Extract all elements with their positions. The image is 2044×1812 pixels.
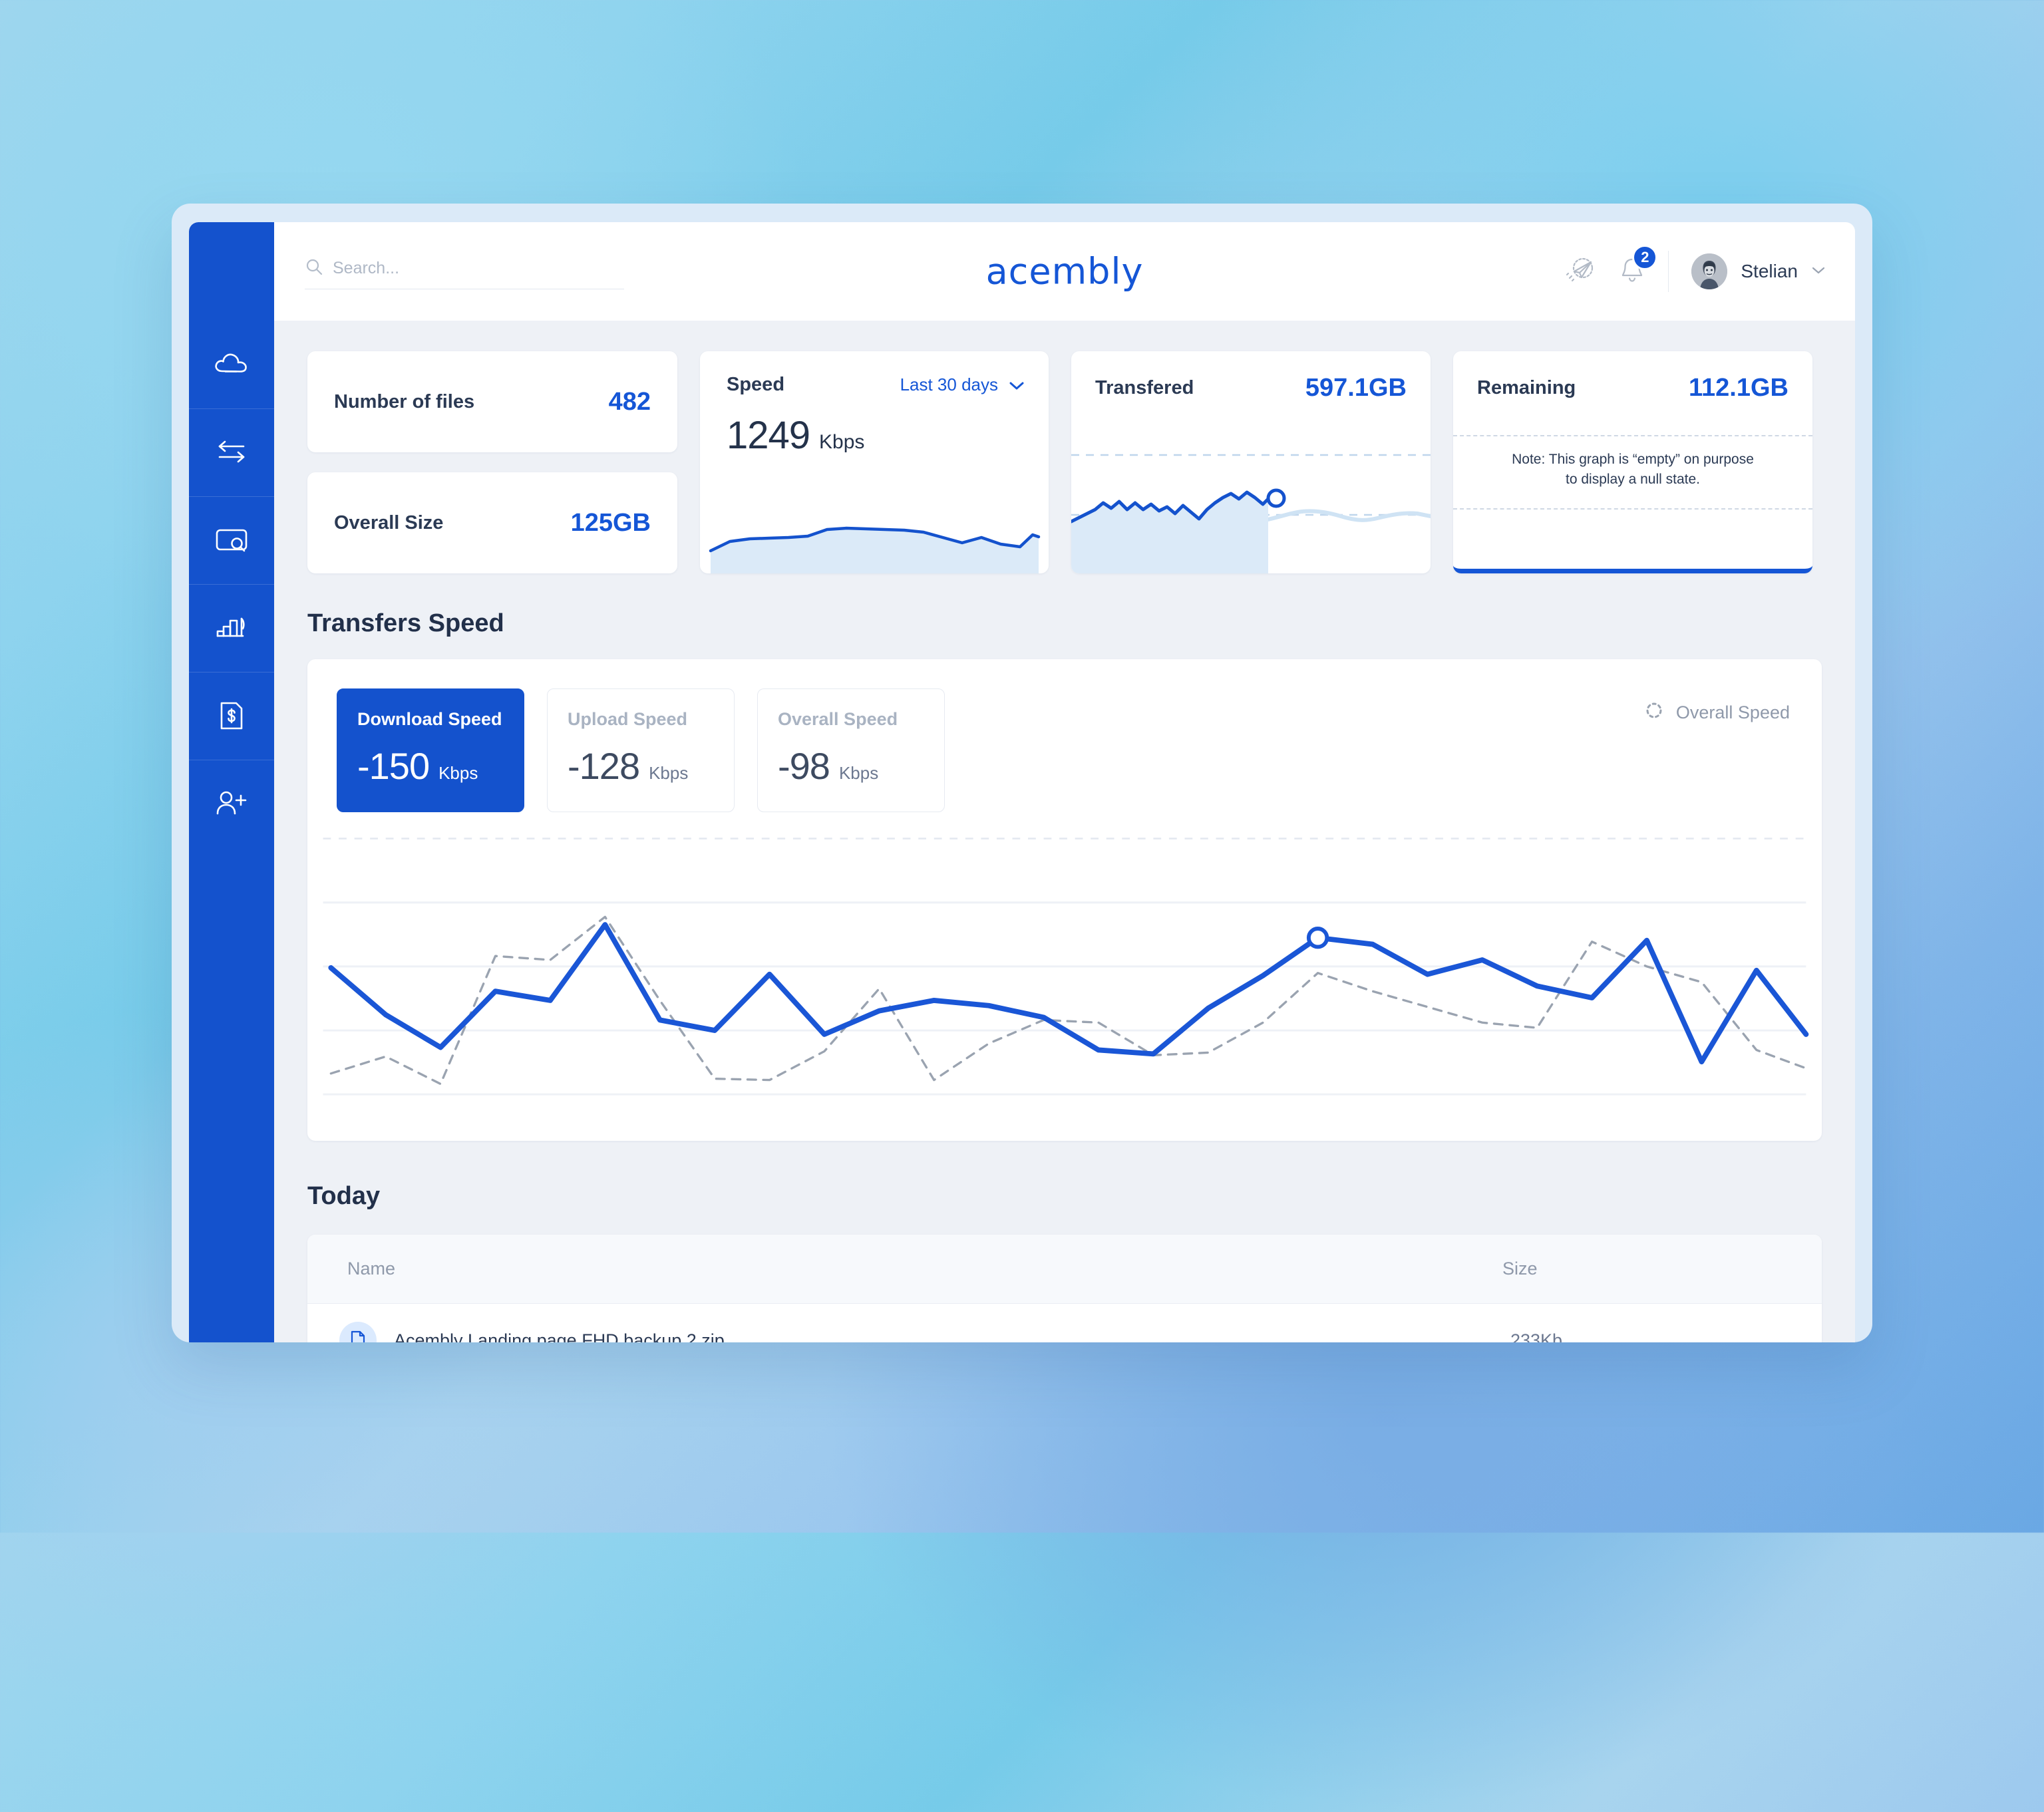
transfered-label: Transfered [1095,377,1194,398]
chevron-down-icon [1811,265,1826,278]
speed-sparkline-chart [709,526,1041,573]
sidebar [189,222,274,1342]
download-speed-value-group: -150 Kbps [357,744,524,788]
number-of-files-value: 482 [608,387,651,416]
app-window: acembly [172,204,1872,1342]
send-button[interactable] [1566,255,1596,288]
speed-range-label: Last 30 days [900,375,998,394]
download-speed-label: Download Speed [357,709,502,729]
dotted-circle-icon [1644,700,1664,725]
number-of-files-label: Number of files [334,390,475,412]
overall-speed-value-group: -98 Kbps [778,744,944,788]
remaining-guide-top [1453,435,1812,436]
tab-upload-speed[interactable]: Upload Speed -128 Kbps [547,688,735,812]
remaining-null-state-note: Note: This graph is “empty” on purpose t… [1453,450,1812,490]
speed-unit: Kbps [819,431,865,453]
user-menu[interactable]: Stelian [1691,253,1826,289]
file-name: Acembly Landing page FHD backup 2.zip [394,1330,725,1343]
invoice-dollar-icon [216,700,247,732]
add-user-icon [214,789,250,818]
overall-speed-label: Overall Speed [778,709,898,729]
stats-row: Number of files 482 Overall Size 125GB S… [307,351,1822,573]
chevron-down-icon [1009,375,1025,395]
notifications-button[interactable]: 2 [1619,244,1658,288]
speed-label: Speed [727,374,785,395]
file-size: 233Kb [1510,1330,1563,1343]
transfered-card-header: Transfered 597.1GB [1095,374,1407,402]
remaining-value: 112.1GB [1689,374,1788,402]
card-number-of-files[interactable]: Number of files 482 [307,351,677,452]
remaining-guide-bottom [1453,508,1812,510]
transfered-value: 597.1GB [1305,374,1407,402]
card-remaining[interactable]: Remaining 112.1GB Note: This graph is “e… [1453,351,1812,573]
search-icon [305,257,323,279]
sidebar-item-cloud[interactable] [189,321,274,408]
download-speed-peak-marker [1306,927,1329,949]
today-table: Name Size Acembly Landing page FHD backu… [307,1235,1822,1342]
overall-size-label: Overall Size [334,512,444,533]
speed-card-header: Speed Last 30 days [727,374,1025,396]
sidebar-item-transfers[interactable] [189,408,274,496]
transfers-speed-chart [323,837,1809,1096]
column-header-name: Name [347,1259,396,1279]
avatar [1691,253,1728,289]
file-icon [339,1322,377,1342]
transfers-speed-card: Download Speed -150 Kbps Upload Speed -1… [307,659,1822,1141]
remaining-card-header: Remaining 112.1GB [1477,374,1788,402]
sidebar-item-billing[interactable] [189,672,274,760]
bar-chart-icon [214,614,250,642]
content-area: acembly [274,222,1855,1342]
download-speed-value: -150 [357,745,430,787]
user-name: Stelian [1741,261,1798,281]
upload-speed-label: Upload Speed [568,709,688,729]
speed-value: 1249 [727,414,810,457]
paper-plane-icon [1566,255,1596,288]
app-window-inner: acembly [189,222,1855,1342]
remaining-note-line-1: Note: This graph is “empty” on purpose [1512,452,1754,467]
today-title: Today [307,1182,381,1210]
tab-download-speed[interactable]: Download Speed -150 Kbps [337,688,524,812]
app-logo: acembly [985,250,1144,293]
transfered-end-marker [1266,488,1286,508]
download-speed-unit: Kbps [438,763,478,783]
overall-size-value: 125GB [570,508,651,537]
transfered-graph [1071,454,1431,573]
transfers-speed-title: Transfers Speed [307,609,504,637]
main-content: Number of files 482 Overall Size 125GB S… [274,321,1855,1342]
card-transfered[interactable]: Transfered 597.1GB [1071,351,1431,573]
top-bar-actions: 2 [1566,244,1826,292]
upload-speed-unit: Kbps [649,763,689,783]
upload-speed-value-group: -128 Kbps [568,744,734,788]
tab-overall-speed[interactable]: Overall Speed -98 Kbps [757,688,945,812]
table-row[interactable]: Acembly Landing page FHD backup 2.zip 23… [307,1304,1822,1342]
series-download-speed [328,922,1809,1065]
card-speed[interactable]: Speed Last 30 days 1249 Kbps [700,351,1049,573]
card-overall-size[interactable]: Overall Size 125GB [307,472,677,573]
stats-small-column: Number of files 482 Overall Size 125GB [307,351,677,573]
column-header-size: Size [1502,1259,1538,1279]
speed-range-selector[interactable]: Last 30 days [900,375,1025,395]
remaining-note-line-2: to display a null state. [1566,472,1700,488]
speed-value-group: 1249 Kbps [727,413,1025,458]
table-header-row: Name Size [307,1235,1822,1304]
sidebar-item-statistics[interactable] [189,584,274,672]
series-overall-speed [329,915,1808,1086]
legend-label: Overall Speed [1675,702,1790,722]
cloud-icon [214,351,250,378]
sidebar-item-monitor-search[interactable] [189,496,274,584]
overall-speed-value: -98 [778,745,830,787]
overall-speed-unit: Kbps [838,763,879,783]
speed-type-tabs: Download Speed -150 Kbps Upload Speed -1… [337,688,1792,812]
sidebar-item-add-user[interactable] [189,760,274,847]
toolbar-divider [1668,251,1669,292]
search-field[interactable] [305,257,624,289]
search-input[interactable] [333,259,624,278]
transfer-arrows-icon [214,438,249,467]
screen-search-icon [214,526,250,554]
notification-badge: 2 [1632,244,1658,270]
top-bar: acembly [274,222,1855,321]
remaining-label: Remaining [1477,377,1576,398]
chart-legend: Overall Speed [1644,700,1790,725]
upload-speed-value: -128 [568,745,640,787]
